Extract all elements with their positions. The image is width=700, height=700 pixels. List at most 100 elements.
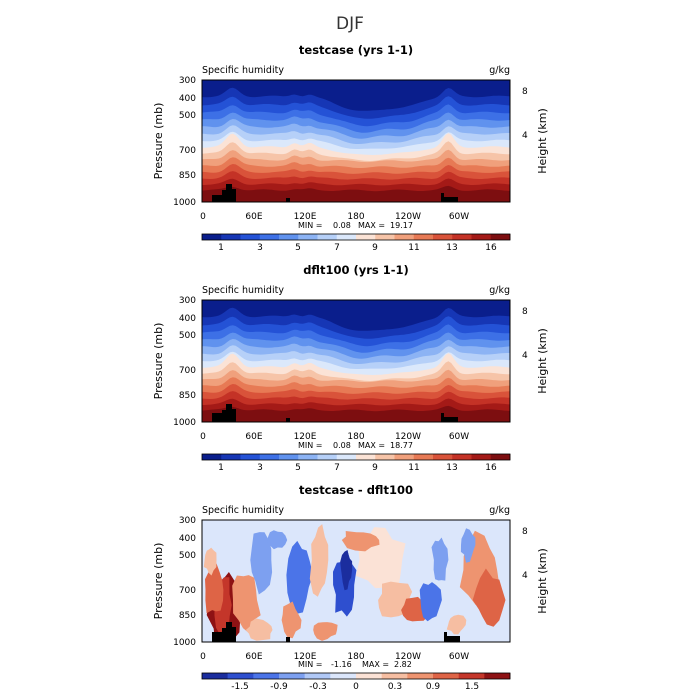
- colorbar-swatch: [413, 234, 434, 240]
- colorbar-swatch: [452, 454, 472, 460]
- colorbar-swatch: [484, 673, 511, 679]
- min-max-line: MIN = 0.08 MAX = 19.17: [298, 221, 413, 230]
- y-tick-right: 4: [522, 131, 528, 141]
- y-ticks-right: 8 4: [522, 527, 528, 581]
- colorbar-swatch: [433, 454, 453, 460]
- colorbar-swatch: [202, 234, 222, 240]
- y-tick: 850: [179, 171, 196, 181]
- colorbar-swatch: [317, 234, 338, 240]
- colorbar-tick: 7: [334, 243, 340, 253]
- diff-contour-region: [341, 531, 380, 552]
- diff-contour-region: [309, 524, 329, 597]
- y-tick: 500: [179, 331, 196, 341]
- plot-area: [202, 300, 510, 422]
- y-tick: 1000: [173, 418, 196, 428]
- colorbar-tick: 16: [485, 463, 497, 473]
- colorbar-swatch: [413, 454, 434, 460]
- colorbar-tick: 11: [408, 243, 419, 253]
- diff-contour-region: [205, 563, 224, 614]
- y-tick: 300: [179, 296, 196, 306]
- diff-contour-region: [472, 568, 506, 627]
- colorbar-tick: 13: [446, 463, 457, 473]
- colorbar-swatch: [240, 454, 261, 460]
- colorbar-tick: 1.5: [465, 682, 479, 692]
- colorbar-swatch: [433, 673, 459, 679]
- x-tick: 120W: [395, 652, 421, 662]
- diff-contour-region: [446, 614, 467, 635]
- colorbar-swatch: [317, 454, 338, 460]
- colorbar-labels: 1 3 5 7 9 11 13 16: [218, 463, 497, 473]
- y-tick-right: 8: [522, 527, 528, 537]
- x-tick: 60W: [449, 212, 469, 222]
- min-max-line: MIN = -1.16 MAX = 2.82: [298, 660, 412, 669]
- colorbar-swatch: [202, 673, 228, 679]
- colorbar-swatch: [490, 454, 511, 460]
- y-tick: 700: [179, 366, 196, 376]
- diff-contour-region: [340, 550, 353, 591]
- x-tick: 180: [347, 212, 364, 222]
- colorbar-tick: 1: [218, 243, 224, 253]
- max-value: 18.77: [390, 441, 413, 450]
- colorbar-swatch: [279, 234, 299, 240]
- x-tick: 180: [347, 432, 364, 442]
- figure-title: DJF: [336, 14, 364, 34]
- colorbar-swatch: [221, 234, 241, 240]
- max-value: 19.17: [390, 221, 413, 230]
- colorbar-swatch: [221, 454, 241, 460]
- y-tick: 500: [179, 551, 196, 561]
- diff-contour-region: [267, 530, 288, 550]
- x-ticks: 0 60E 120E 180 120W 60W: [200, 432, 469, 442]
- diff-contour-region: [281, 601, 302, 639]
- plot-frame: [201, 299, 511, 423]
- x-tick: 60E: [245, 652, 262, 662]
- colorbar-swatch: [202, 454, 222, 460]
- colorbar-tick: 9: [372, 463, 378, 473]
- colorbar-frame: [201, 672, 511, 680]
- x-tick: 60W: [449, 432, 469, 442]
- y-tick: 700: [179, 146, 196, 156]
- y-axis-label-right: Height (km): [536, 548, 549, 614]
- variable-label: Specific humidity: [202, 505, 284, 516]
- colorbar-swatch: [375, 454, 395, 460]
- variable-label: Specific humidity: [202, 285, 284, 296]
- diff-contour-region: [232, 575, 261, 634]
- panel-testcase: testcase (yrs 1-1) Specific humidity g/k…: [152, 43, 549, 253]
- colorbar-tick: 5: [295, 463, 301, 473]
- y-tick-right: 4: [522, 571, 528, 581]
- colorbar-swatch: [433, 234, 453, 240]
- x-ticks: 0 60E 120E 180 120W 60W: [200, 212, 469, 222]
- x-tick: 60E: [245, 212, 262, 222]
- colorbar-swatch: [356, 673, 382, 679]
- diff-contour-region: [313, 622, 338, 641]
- colorbar-tick: 3: [257, 463, 263, 473]
- y-tick: 400: [179, 534, 196, 544]
- diff-contour-region: [203, 547, 217, 576]
- colorbar: [201, 233, 511, 241]
- x-ticks: 0 60E 120E 180 120W 60W: [200, 652, 469, 662]
- y-tick: 700: [179, 586, 196, 596]
- units-label: g/kg: [489, 505, 510, 516]
- y-tick: 850: [179, 391, 196, 401]
- y-ticks-right: 8 4: [522, 307, 528, 361]
- colorbar-swatch: [304, 673, 331, 679]
- colorbar-swatch: [356, 234, 376, 240]
- colorbar-tick: 9: [372, 243, 378, 253]
- diff-contour-region: [431, 537, 449, 581]
- diff-pattern: [203, 524, 506, 642]
- colorbar-swatch: [336, 454, 357, 460]
- colorbar-swatch: [253, 673, 280, 679]
- colorbar: [201, 453, 511, 461]
- y-axis-label-right: Height (km): [536, 328, 549, 394]
- max-label: MAX =: [358, 441, 385, 450]
- colorbar-tick: 16: [485, 243, 497, 253]
- band-15: [202, 405, 510, 422]
- diff-contour-region: [250, 532, 273, 595]
- colorbar-swatch: [227, 673, 254, 679]
- y-tick: 300: [179, 76, 196, 86]
- y-ticks-left: 300 400 500 700 850 1000: [173, 296, 196, 428]
- y-tick-right: 4: [522, 351, 528, 361]
- diff-contour-region: [245, 618, 273, 641]
- colorbar-swatch: [458, 673, 485, 679]
- colorbar: [201, 672, 511, 680]
